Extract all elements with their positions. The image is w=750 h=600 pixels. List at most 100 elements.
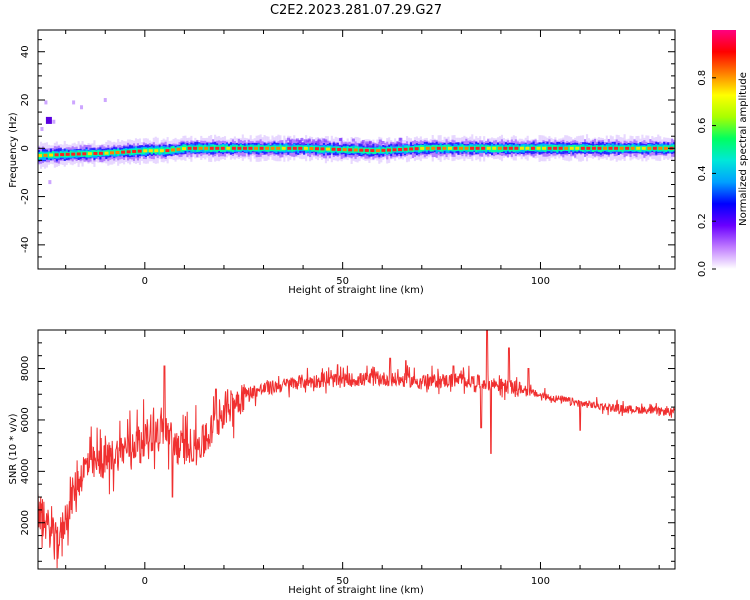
heatmap-green-cell xyxy=(257,144,260,152)
heatmap-green-cell xyxy=(196,145,199,152)
heatmap-outlier-cell xyxy=(44,100,48,105)
heatmap-peak-cell xyxy=(71,152,76,156)
heatmap-burst-cell xyxy=(399,143,403,147)
heatmap-green-cell xyxy=(562,146,565,152)
heatmap-peak-cell xyxy=(619,146,624,150)
heatmap-green-cell xyxy=(75,151,78,156)
heatmap-green-cell xyxy=(645,145,648,152)
heatmap-green-cell xyxy=(595,145,598,151)
heatmap-outlier-cell xyxy=(52,119,56,124)
heatmap-peak-cell xyxy=(348,148,353,152)
heatmap-peak-cell xyxy=(564,146,569,150)
heatmap-burst-cell xyxy=(297,140,301,144)
heatmap-green-cell xyxy=(445,145,448,151)
heatmap-burst-cell xyxy=(300,138,304,142)
heatmap-green-cell xyxy=(362,147,365,154)
heatmap-green-cell xyxy=(125,149,128,155)
heatmap-green-cell xyxy=(451,145,454,151)
heatmap-burst-cell xyxy=(378,139,382,143)
heatmap-peak-cell xyxy=(486,146,491,150)
heatmap-peak-cell xyxy=(76,152,81,156)
heatmap-peak-cell xyxy=(569,146,574,150)
heatmap-peak-cell xyxy=(132,149,137,153)
heatmap-peak-cell xyxy=(353,148,358,152)
heatmap-green-cell xyxy=(63,151,66,158)
heatmap-peak-cell xyxy=(641,146,646,150)
heatmap-xtick-label: 50 xyxy=(336,276,349,287)
heatmap-burst-cell xyxy=(295,138,299,142)
heatmap-green-cell xyxy=(491,145,494,153)
heatmap-green-cell xyxy=(140,149,143,154)
heatmap-peak-cell xyxy=(458,146,463,150)
heatmap-peak-cell xyxy=(270,146,275,150)
heatmap-green-cell xyxy=(657,144,660,152)
heatmap-peak-cell xyxy=(409,147,414,151)
heatmap-peak-cell xyxy=(65,152,70,156)
heatmap-peak-cell xyxy=(198,146,203,150)
snr-ytick-label: 8000 xyxy=(20,356,31,381)
heatmap-burst-cell xyxy=(303,139,307,143)
heatmap-green-cell xyxy=(479,146,482,151)
heatmap-peak-cell xyxy=(431,146,436,150)
heatmap-burst-cell xyxy=(324,139,328,143)
heatmap-green-cell xyxy=(318,146,322,153)
heatmap-peak-cell xyxy=(337,147,342,151)
heatmap-panel: 0 50 100 40 20 0 -20 -40 Height of straight lin… xyxy=(8,29,676,296)
heatmap-peak-cell xyxy=(625,146,630,150)
heatmap-peak-cell xyxy=(519,146,524,150)
heatmap-green-cell xyxy=(208,146,211,151)
heatmap-burst-cell xyxy=(365,141,369,145)
heatmap-green-cell xyxy=(639,145,642,153)
colorbar-label: Normalized spectral amplitude xyxy=(738,72,749,226)
heatmap-peak-cell xyxy=(298,146,303,150)
heatmap-green-cell xyxy=(168,148,171,154)
heatmap-peak-cell xyxy=(503,146,508,150)
heatmap-peak-cell xyxy=(54,153,59,157)
heatmap-burst-cell xyxy=(322,138,326,142)
heatmap-peak-cell xyxy=(182,147,187,151)
heatmap-burst-cell xyxy=(396,141,400,145)
heatmap-peak-cell xyxy=(98,151,103,155)
heatmap-peak-cell xyxy=(231,146,236,150)
heatmap-peak-cell xyxy=(414,147,419,151)
heatmap-burst-cell xyxy=(368,141,372,145)
heatmap-green-cell xyxy=(651,146,654,151)
heatmap-peak-cell xyxy=(652,146,657,150)
heatmap-burst-cell xyxy=(366,143,370,147)
heatmap-peak-cell xyxy=(49,153,54,157)
heatmap-green-cell xyxy=(285,145,288,150)
heatmap-peak-cell xyxy=(663,146,668,150)
heatmap-green-cell xyxy=(229,145,232,152)
heatmap-green-cell xyxy=(601,145,604,152)
colorbar-ticks: 0.0 0.2 0.4 0.6 0.8 xyxy=(697,70,716,277)
heatmap-green-cell xyxy=(85,150,88,158)
heatmap-peak-cell xyxy=(553,146,558,150)
heatmap-burst-cell xyxy=(301,142,305,146)
heatmap-green-cell xyxy=(291,146,294,152)
heatmap-green-cell xyxy=(540,145,543,151)
heatmap-peak-cell xyxy=(602,146,607,150)
heatmap-peak-cell xyxy=(159,149,164,153)
heatmap-green-cell xyxy=(180,145,183,153)
heatmap-peak-cell xyxy=(370,149,375,153)
snr-series-line xyxy=(38,330,675,569)
heatmap-peak-cell xyxy=(176,147,181,151)
heatmap-peak-cell xyxy=(464,146,469,150)
heatmap-burst-cell xyxy=(317,142,321,146)
heatmap-burst-cell xyxy=(288,140,292,144)
heatmap-peak-cell xyxy=(359,148,364,152)
heatmap-peak-cell xyxy=(237,146,242,150)
heatmap-green-cell xyxy=(534,145,537,151)
heatmap-green-cell xyxy=(97,150,100,156)
heatmap-outlier-cell xyxy=(72,100,76,105)
heatmap-green-cell xyxy=(263,145,266,151)
heatmap-peak-cell xyxy=(447,146,452,150)
heatmap-peak-cell xyxy=(254,146,259,150)
heatmap-peak-cell xyxy=(320,147,325,151)
heatmap-peak-cell xyxy=(104,151,109,155)
heatmap-green-cell xyxy=(589,145,593,151)
heatmap-peak-cell xyxy=(425,146,430,150)
heatmap-peak-cell xyxy=(314,147,319,151)
heatmap-peak-cell xyxy=(614,146,619,150)
heatmap-peak-cell xyxy=(508,146,513,150)
